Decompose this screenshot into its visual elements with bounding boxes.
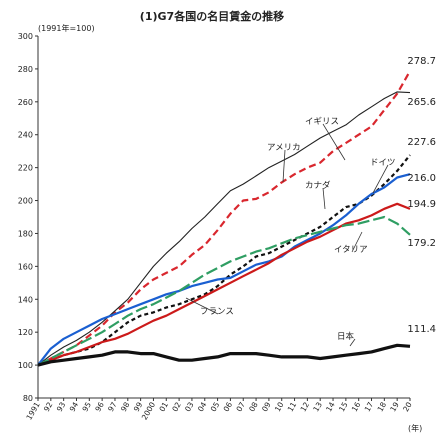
callout-line [372, 164, 389, 194]
x-tick-label: 94 [68, 400, 81, 413]
x-tick-label: 14 [324, 400, 337, 413]
y-tick-label: 260 [18, 98, 33, 107]
callout-line [349, 338, 356, 347]
x-tick-label: 2000 [140, 400, 157, 421]
y-tick-label: 160 [18, 262, 33, 271]
x-tick-label: 92 [42, 400, 55, 413]
chart-title: (1)G7各国の名目賃金の推移 [140, 9, 284, 23]
x-tick-label: 10 [273, 400, 286, 413]
series-group [37, 70, 411, 367]
x-tick-label: 08 [247, 400, 260, 413]
y-axis-label: (1991年=100) [38, 23, 95, 33]
series-line [37, 154, 411, 367]
callout-line [322, 123, 346, 161]
series-name-label: アメリカ [267, 143, 301, 153]
y-tick-label: 240 [18, 131, 33, 140]
series-line [37, 343, 411, 367]
series-name-label: カナダ [305, 180, 331, 191]
series-name-label: イギリス [305, 117, 339, 127]
series-name-label: ドイツ [370, 158, 396, 168]
x-tick-label: 09 [260, 400, 273, 413]
end-value-label: 227.6 [407, 137, 436, 148]
x-tick-label: 15 [337, 400, 350, 413]
x-tick-label: 99 [132, 400, 145, 413]
callout-line [282, 149, 286, 183]
series-line [37, 202, 411, 367]
x-tick-label: 04 [196, 400, 209, 413]
x-tick-label: 17 [363, 400, 376, 413]
x-tick-label: 96 [93, 400, 106, 413]
series-line [37, 215, 411, 367]
x-tick-label: 13 [311, 400, 324, 413]
series-line [37, 70, 411, 367]
x-tick-label: 07 [234, 400, 247, 413]
x-tick-label: 02 [170, 400, 183, 413]
y-tick-label: 140 [18, 295, 33, 304]
series-name-label: イタリア [334, 245, 368, 255]
end-value-label: 216.0 [407, 173, 436, 184]
x-tick-label: 16 [350, 400, 363, 413]
y-tick-label: 80 [23, 394, 33, 403]
x-axis-label: (年) [408, 423, 422, 433]
x-tick-label: 1991 [24, 400, 41, 421]
x-tick-label: 18 [376, 400, 389, 413]
y-tick-label: 300 [18, 32, 33, 41]
y-tick-label: 220 [18, 164, 33, 173]
series-name-label: 日本 [337, 331, 355, 342]
x-tick-label: 06 [222, 400, 235, 413]
x-tick-label: 11 [286, 400, 299, 413]
x-tick-label: 03 [183, 400, 196, 413]
x-tick-label: 98 [119, 400, 132, 413]
end-value-label: 265.6 [407, 97, 436, 108]
x-tick-label: 19 [388, 400, 401, 413]
y-tick-label: 280 [18, 65, 33, 74]
end-value-label: 278.7 [407, 56, 436, 67]
y-tick-label: 100 [18, 361, 33, 370]
label-group: 278.7 アメリカ 265.6 イギリス 227.6 カナダ 216.0 ドイツ 194.9 フ… [185, 56, 436, 347]
end-value-label: 179.2 [407, 238, 436, 249]
callout-line [322, 187, 326, 210]
x-tick-label: 12 [299, 400, 312, 413]
x-tick-label: 93 [55, 400, 68, 413]
callout-line [351, 231, 363, 253]
end-value-label: 194.9 [407, 199, 436, 210]
x-tick-label: 05 [209, 400, 222, 413]
callout-line [185, 297, 219, 315]
x-tick-label: 95 [80, 400, 93, 413]
y-tick-label: 120 [18, 328, 33, 337]
x-tick-label: 20 [401, 400, 414, 413]
x-tick-label: 97 [106, 400, 119, 413]
y-tick-label: 180 [18, 229, 33, 238]
end-value-label: 111.4 [407, 324, 436, 335]
series-name-label: フランス [200, 307, 234, 317]
series-line [37, 173, 411, 366]
y-tick-label: 200 [18, 197, 33, 206]
x-tick-label: 01 [157, 400, 170, 413]
series-line [37, 91, 411, 366]
